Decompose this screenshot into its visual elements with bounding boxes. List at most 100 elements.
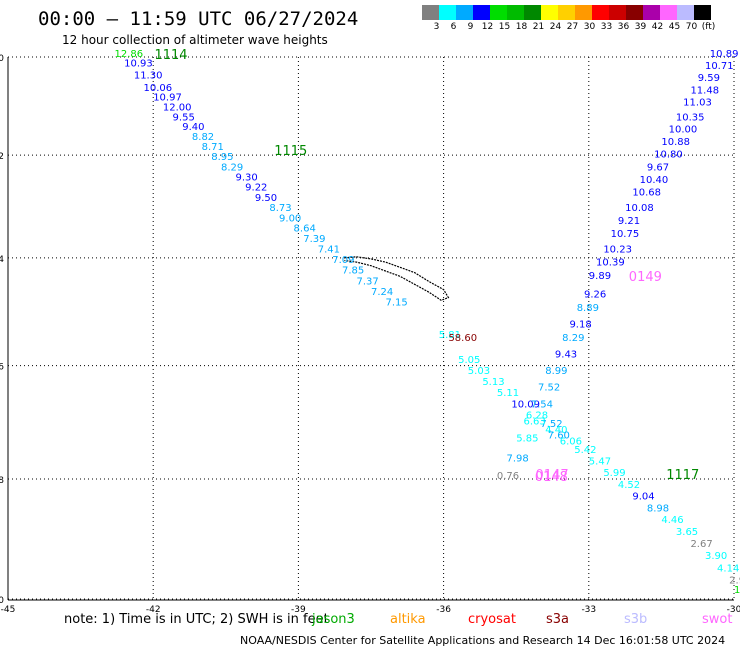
satellite-legend-entry: jason3 xyxy=(312,612,355,627)
wave-height-value: 9.50 xyxy=(255,193,277,204)
wave-height-value: 8.73 xyxy=(269,203,291,214)
colorbar-label: 39 xyxy=(634,22,647,32)
pass-label: 0147 xyxy=(536,468,569,483)
lat-tick-label: -60 xyxy=(0,596,4,606)
colorbar-label: 12 xyxy=(481,22,494,32)
wave-height-value: 9.18 xyxy=(569,319,591,330)
south-georgia-island xyxy=(344,256,450,301)
colorbar-swatch xyxy=(575,5,592,20)
wave-height-value: 10.40 xyxy=(640,175,669,186)
wave-height-value: 5.05 xyxy=(458,355,480,366)
wave-height-value: 8.82 xyxy=(192,132,214,143)
colorbar-label: 18 xyxy=(515,22,528,32)
wave-height-value: 7.52 xyxy=(540,419,562,430)
wave-height-value: 4.40 xyxy=(545,425,567,436)
wave-height-value: 5.99 xyxy=(603,468,625,479)
colorbar-swatch xyxy=(677,5,694,20)
wave-height-value: 5.03 xyxy=(468,366,490,377)
satellite-legend-entry: s3b xyxy=(624,612,648,627)
wave-height-value: 3.90 xyxy=(705,551,727,562)
wave-height-value: 9.21 xyxy=(618,216,640,227)
wave-height-value: 8.98 xyxy=(647,503,669,514)
wave-height-value: 9.04 xyxy=(632,492,654,503)
wave-height-value: 9.40 xyxy=(182,122,204,133)
wave-height-value: 7.85 xyxy=(342,266,364,277)
colorbar-swatch xyxy=(558,5,575,20)
wave-height-value: 0.76 xyxy=(497,471,519,482)
pass-label: 1114 xyxy=(154,48,187,63)
wave-height-value: 10.89 xyxy=(710,49,739,60)
wave-height-value: 9.59 xyxy=(698,73,720,84)
wave-height-value: 5.85 xyxy=(516,433,538,444)
wave-height-value: 7.60 xyxy=(548,431,570,442)
colorbar-label: 33 xyxy=(600,22,613,32)
colorbar-swatch xyxy=(439,5,456,20)
wave-height-value: 12.86 xyxy=(114,49,143,60)
colorbar-label: 45 xyxy=(668,22,681,32)
wave-height-value: 5.81 xyxy=(439,330,461,341)
lat-tick-label: -50 xyxy=(0,54,4,64)
wave-height-value: 2.67 xyxy=(690,539,712,550)
pass-label: 1115 xyxy=(274,144,307,159)
island-outline xyxy=(344,256,450,301)
wave-height-value: 8.95 xyxy=(211,152,233,163)
wave-height-value: 9.43 xyxy=(555,349,577,360)
lon-tick-label: -30 xyxy=(727,605,740,615)
wave-height-value: 8.71 xyxy=(202,142,224,153)
colorbar-label: 21 xyxy=(532,22,545,32)
wave-height-value: 10.39 xyxy=(596,258,625,269)
wave-height-value: 7.52 xyxy=(538,383,560,394)
wave-height-value: 10.35 xyxy=(676,112,705,123)
lon-tick-label: -33 xyxy=(581,605,596,615)
wave-height-value: 8.29 xyxy=(221,162,243,173)
lon-tick-label: -42 xyxy=(146,605,161,615)
wave-height-value: 10.06 xyxy=(144,83,173,94)
lat-tick-label: -56 xyxy=(0,363,4,373)
wave-height-value: 7.15 xyxy=(386,298,408,309)
satellite-legend-entry: altika xyxy=(390,612,426,627)
wave-height-value: 9.26 xyxy=(584,290,606,301)
wave-height-value: 10.71 xyxy=(705,61,734,72)
wave-height-value: 4.46 xyxy=(661,515,683,526)
wave-height-value: 6.28 xyxy=(526,411,548,422)
wave-height-value: 7.41 xyxy=(318,245,340,256)
satellite-legend-entry: cryosat xyxy=(468,612,516,627)
colorbar-swatch xyxy=(507,5,524,20)
colorbar xyxy=(422,5,711,20)
wave-height-value: 9.55 xyxy=(173,112,195,123)
map-title: 00:00 — 11:59 UTC 06/27/2024 xyxy=(38,8,359,30)
wave-height-value: 8.89 xyxy=(577,303,599,314)
wave-height-value: 10.97 xyxy=(153,93,182,104)
wave-height-value: 9.89 xyxy=(589,271,611,282)
credit-line: NOAA/NESDIS Center for Satellite Applica… xyxy=(240,634,726,647)
colorbar-swatch xyxy=(456,5,473,20)
colorbar-swatch xyxy=(592,5,609,20)
wave-height-value: 8.29 xyxy=(562,333,584,344)
colorbar-label: 30 xyxy=(583,22,596,32)
wave-height-value: 5.42 xyxy=(574,445,596,456)
map-grid xyxy=(7,56,735,601)
lat-tick-label: -52 xyxy=(0,152,4,162)
map-subtitle: 12 hour collection of altimeter wave hei… xyxy=(62,33,328,47)
wave-height-value: 58.60 xyxy=(448,333,477,344)
wave-height-value: 15.32 xyxy=(734,585,740,596)
altimeter-passes: 12.8610.9311.3010.0610.9712.009.559.408.… xyxy=(114,48,740,596)
colorbar-label: 36 xyxy=(617,22,630,32)
lon-tick-label: -45 xyxy=(1,605,16,615)
colorbar-swatch xyxy=(422,5,439,20)
footer-note: note: 1) Time is in UTC; 2) SWH is in fe… xyxy=(64,612,329,627)
colorbar-swatch xyxy=(694,5,711,20)
wave-height-value: 7.39 xyxy=(303,234,325,245)
wave-height-value: 4.52 xyxy=(618,480,640,491)
wave-height-value: 10.09 xyxy=(511,399,540,410)
wave-height-value: 8.99 xyxy=(545,366,567,377)
colorbar-label: 15 xyxy=(498,22,511,32)
pass-label: 0148 xyxy=(535,470,568,485)
colorbar-label: 24 xyxy=(549,22,562,32)
colorbar-label: 9 xyxy=(467,22,474,32)
wave-height-value: 5.11 xyxy=(497,388,519,399)
wave-height-value: 7.37 xyxy=(356,276,378,287)
wave-height-value: 12.00 xyxy=(163,102,192,113)
wave-height-value: 6.06 xyxy=(560,436,582,447)
wave-height-value: 11.48 xyxy=(690,85,719,96)
